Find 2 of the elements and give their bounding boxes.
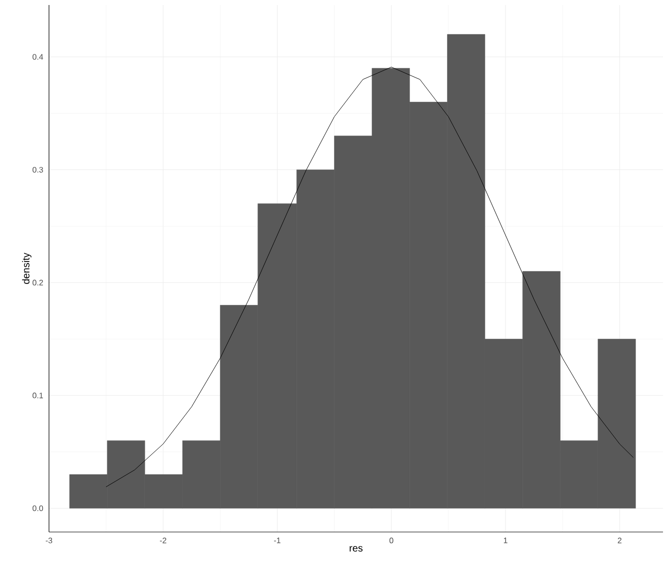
y-axis-title: density bbox=[22, 252, 32, 284]
x-axis-title: res bbox=[350, 546, 363, 552]
